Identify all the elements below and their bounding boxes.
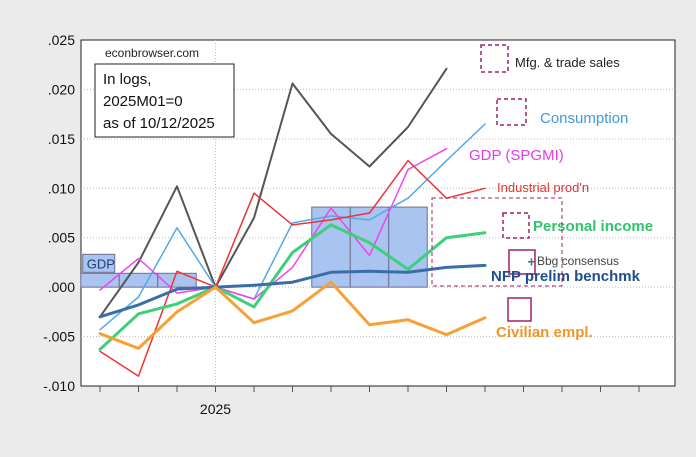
y-tick-label: .005 — [48, 230, 75, 246]
legend-label-nfp: NFP prelim benchmk — [491, 268, 641, 285]
y-tick-label: .010 — [48, 180, 75, 196]
legend-box-mfg — [480, 44, 509, 73]
note-line-3: as of 10/12/2025 — [103, 115, 215, 132]
legend-box-nfp — [508, 249, 536, 275]
series-line — [98, 280, 487, 350]
y-tick-label: .020 — [48, 81, 75, 97]
y-tick-label: -.010 — [43, 378, 75, 394]
bbg-consensus-marker: + — [527, 253, 535, 269]
legend-box-personal-income — [502, 212, 530, 239]
legend: Mfg. & trade sales Consumption GDP (SPGM… — [469, 44, 653, 341]
series-line — [98, 263, 487, 319]
series-lines: + — [98, 67, 536, 377]
legend-label-civilian: Civilian empl. — [496, 324, 593, 341]
y-axis-tick-labels: -.010 -.005 .000 .005 .010 .015 .020 .025 — [43, 32, 75, 394]
legend-label-industrial: Industrial prod'n — [497, 180, 589, 195]
source-label: econbrowser.com — [105, 46, 199, 60]
y-tick-label: .025 — [48, 32, 75, 48]
legend-label-bbg: Bbg consensus — [537, 254, 619, 268]
legend-label-mfg: Mfg. & trade sales — [515, 55, 620, 70]
note-line-2: 2025M01=0 — [103, 93, 183, 110]
note-line-1: In logs, — [103, 71, 151, 88]
legend-label-personal-income: Personal income — [533, 218, 653, 235]
gdp-bars: GDP — [80, 206, 428, 288]
y-tick-label: .000 — [48, 279, 75, 295]
legend-box-civilian — [507, 297, 532, 322]
note-box — [94, 63, 235, 138]
gdp-bar — [80, 272, 120, 288]
series-line — [98, 223, 487, 351]
x-axis-ticks: 2025 — [99, 386, 640, 417]
series-line — [99, 67, 448, 318]
legend-label-gdp-spgmi: GDP (SPGMI) — [469, 147, 564, 164]
forecast-dashed-box — [431, 197, 563, 287]
gdp-bar — [388, 206, 428, 288]
legend-label-consumption: Consumption — [540, 110, 628, 127]
x-tick-label: 2025 — [200, 401, 231, 417]
y-tick-label: -.005 — [43, 329, 75, 345]
y-tick-label: .015 — [48, 131, 75, 147]
gdp-label-box — [82, 253, 116, 273]
annotations: econbrowser.com In logs, 2025M01=0 as of… — [94, 46, 235, 138]
gdp-label: GDP — [87, 256, 115, 271]
series-line — [99, 123, 486, 331]
legend-box-consumption — [496, 98, 527, 126]
